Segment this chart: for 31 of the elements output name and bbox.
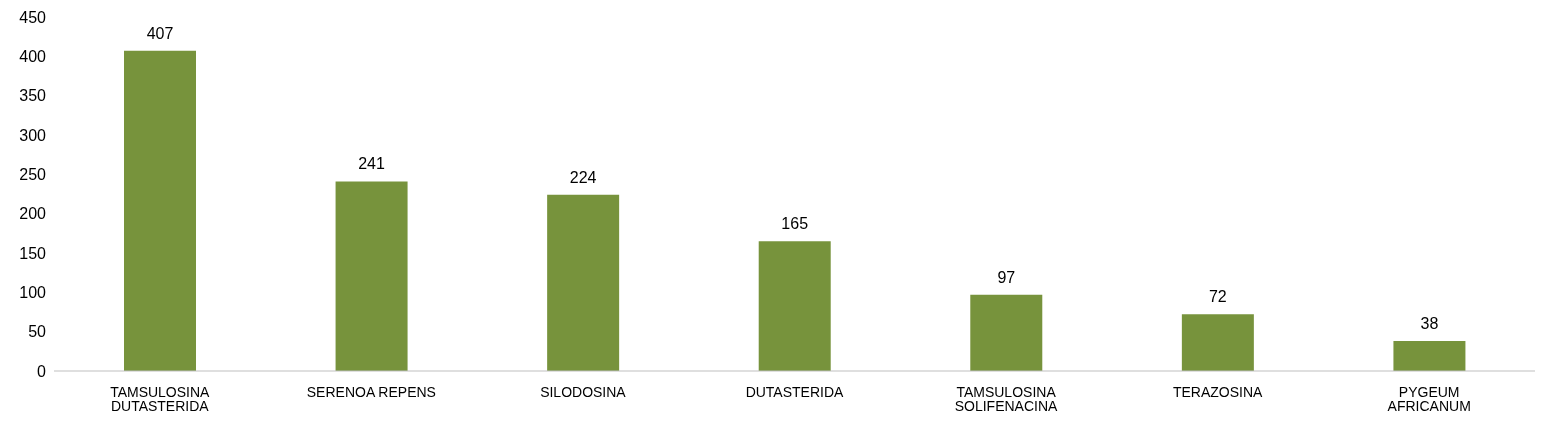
data-label: 224 — [569, 168, 597, 186]
bar — [1393, 341, 1466, 371]
y-tick-label: 150 — [19, 244, 47, 262]
y-tick-label: 350 — [19, 87, 47, 105]
x-tick-label: TAMSULOSINA SOLIFENACINA — [954, 383, 1059, 414]
bar — [124, 50, 196, 371]
x-tick-label: SERENOA REPENS — [306, 383, 436, 400]
y-tick-label: 450 — [19, 8, 47, 26]
data-label: 97 — [997, 268, 1016, 286]
data-label: 72 — [1208, 288, 1227, 306]
y-tick-label: 300 — [19, 126, 47, 144]
bar — [970, 294, 1043, 371]
x-tick-label: SILODOSINA — [540, 383, 627, 400]
x-tick-label: TERAZOSINA — [1172, 383, 1264, 400]
x-tick-label: TAMSULOSINA DUTASTERIDA — [110, 383, 211, 414]
bar — [758, 241, 831, 371]
data-label: 38 — [1420, 315, 1439, 333]
bar — [335, 181, 408, 371]
data-label: 241 — [358, 155, 386, 173]
y-tick-label: 250 — [19, 166, 47, 184]
y-tick-label: 50 — [28, 323, 47, 341]
y-tick-label: 400 — [19, 48, 47, 66]
x-tick-label: DUTASTERIDA — [745, 383, 845, 400]
y-tick-label: 100 — [19, 284, 47, 302]
bar — [547, 194, 620, 371]
data-label: 407 — [146, 24, 174, 42]
bar — [1181, 314, 1254, 371]
y-tick-label: 0 — [37, 362, 47, 380]
data-label: 165 — [781, 215, 809, 233]
y-tick-label: 200 — [19, 205, 47, 223]
x-tick-label: PYGEUM AFRICANUM — [1387, 383, 1471, 414]
